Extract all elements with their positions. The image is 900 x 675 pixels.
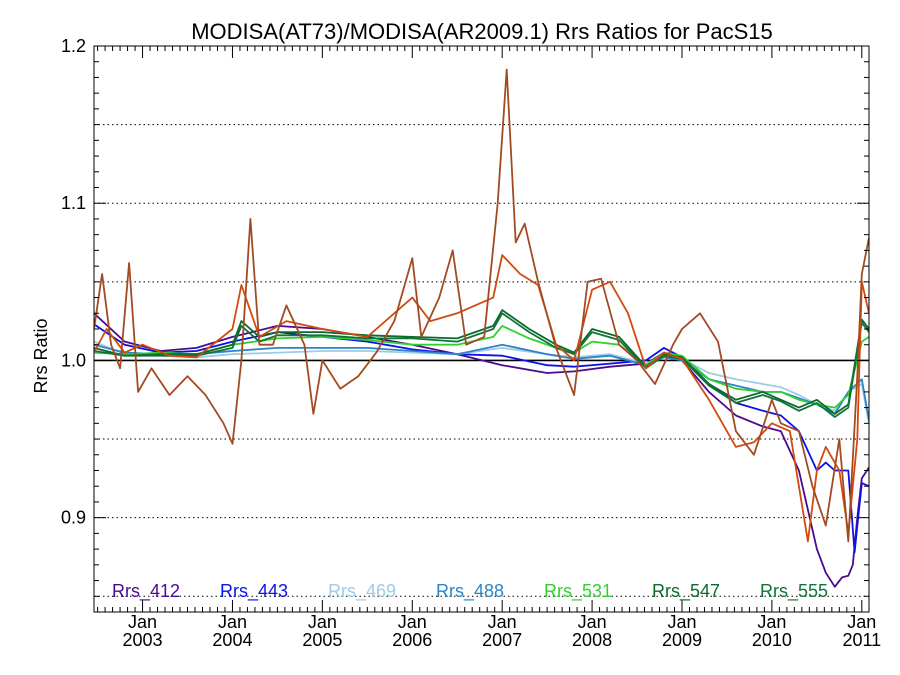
series-line-4 — [94, 325, 869, 409]
x-tick-month: Jan — [398, 612, 427, 632]
x-tick-year: 2008 — [572, 630, 612, 650]
x-tick-month: Jan — [218, 612, 247, 632]
x-tick-month: Jan — [667, 612, 696, 632]
x-tick-month: Jan — [757, 612, 786, 632]
y-tick-label: 1.1 — [61, 193, 86, 213]
x-tick-year: 2005 — [302, 630, 342, 650]
x-tick-year: 2009 — [662, 630, 702, 650]
gridlines — [94, 45, 869, 597]
y-tick-label: 0.9 — [61, 508, 86, 528]
legend-entry-3: Rrs_488 — [436, 581, 504, 602]
y-axis-label: Rrs Ratio — [31, 318, 51, 393]
legend-entry-4: Rrs_531 — [544, 581, 612, 602]
series-line-6 — [94, 312, 869, 418]
x-tick-year: 2003 — [123, 630, 163, 650]
x-tick-year: 2006 — [392, 630, 432, 650]
series-line-7 — [94, 254, 869, 543]
series-group — [94, 68, 869, 588]
x-axis: Jan2003Jan2004Jan2005Jan2006Jan2007Jan20… — [97, 46, 881, 650]
x-tick-year: 2007 — [482, 630, 522, 650]
x-tick-year: 2004 — [212, 630, 252, 650]
legend-entry-6: Rrs_555 — [760, 581, 828, 602]
x-tick-month: Jan — [488, 612, 517, 632]
x-tick-year: 2011 — [842, 630, 881, 650]
legend-entry-7: Rrs_ — [868, 581, 900, 602]
x-tick-month: Jan — [847, 612, 876, 632]
legend-entry-0: Rrs_412 — [112, 581, 180, 602]
y-tick-label: 1.0 — [61, 350, 86, 370]
y-axis: 0.9 1.0 1.1 1.2 — [61, 36, 869, 613]
chart-title: MODISA(AT73)/MODISA(AR2009.1) Rrs Ratios… — [191, 19, 773, 44]
legend-entry-1: Rrs_443 — [220, 581, 288, 602]
legend: Rrs_412 Rrs_443 Rrs_469 Rrs_488 Rrs_531 Rrs_5… — [112, 581, 900, 602]
y-tick-label: 1.2 — [61, 36, 86, 56]
plot-border — [93, 45, 870, 613]
plot-frame — [93, 45, 870, 613]
x-tick-month: Jan — [308, 612, 337, 632]
legend-entry-2: Rrs_469 — [328, 581, 396, 602]
x-tick-month: Jan — [578, 612, 607, 632]
legend-entry-5: Rrs_547 — [652, 581, 720, 602]
x-tick-year: 2010 — [752, 630, 792, 650]
series-line-8 — [94, 68, 869, 543]
series-line-2 — [94, 340, 869, 424]
x-tick-month: Jan — [128, 612, 157, 632]
